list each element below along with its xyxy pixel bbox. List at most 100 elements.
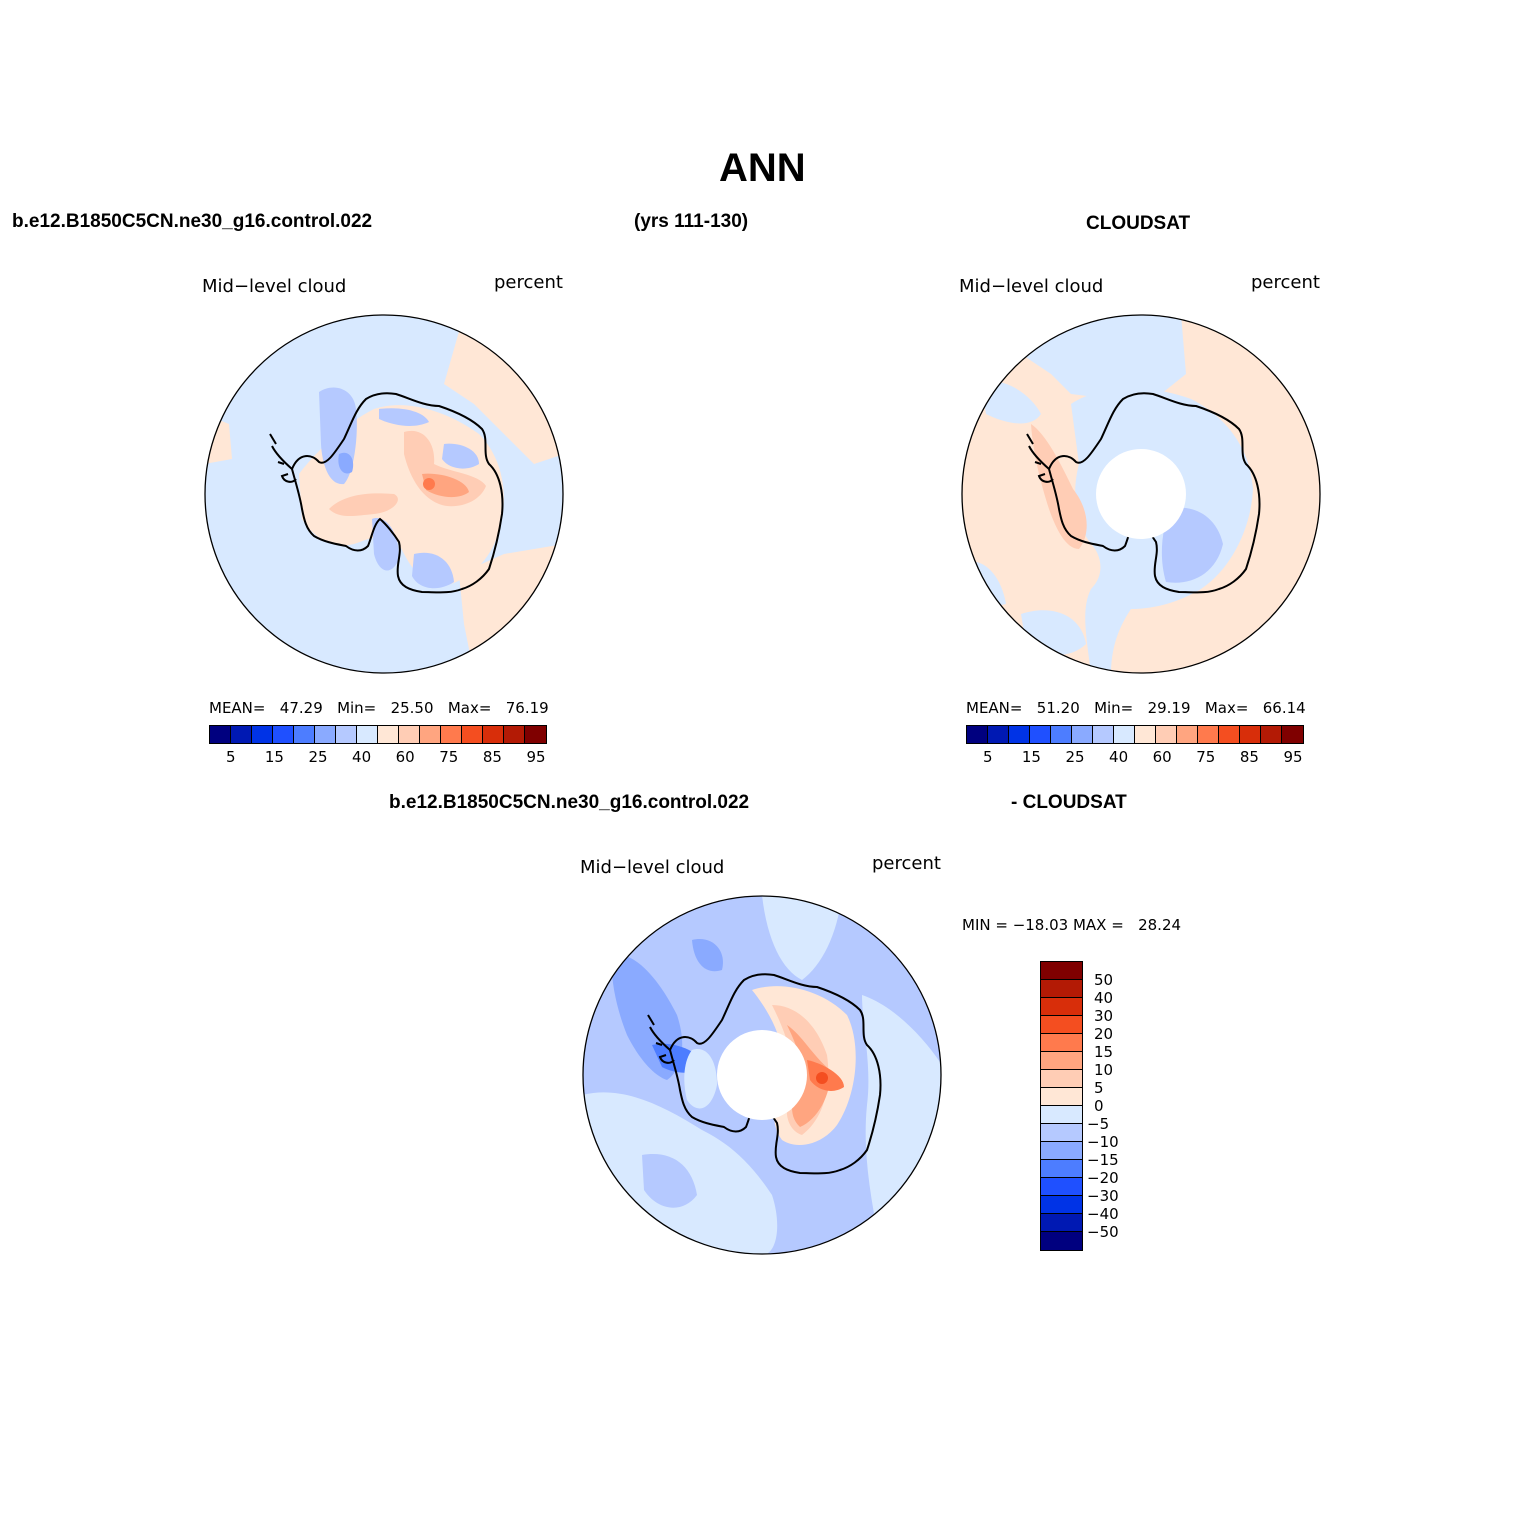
- colorbar-swatch: [462, 726, 483, 743]
- colorbar-swatch: [988, 726, 1009, 743]
- colorbar-tick-label: −40: [1087, 1205, 1119, 1223]
- map-coastline-peninsula: [647, 1014, 675, 1064]
- map-fill-warm-core: [422, 473, 469, 498]
- colorbar-tick-label: −50: [1087, 1223, 1119, 1241]
- colorbar-tick-label: 30: [1094, 1007, 1114, 1025]
- colorbar-tick-label: 0: [1094, 1097, 1104, 1115]
- colorbar-swatch: [1041, 1196, 1082, 1214]
- colorbar-tick-label: −10: [1087, 1133, 1119, 1151]
- colorbar-tick-label: −30: [1087, 1187, 1119, 1205]
- colorbar-swatch: [1009, 726, 1030, 743]
- model-polar-map: [204, 314, 564, 674]
- colorbar-tick-label: 85: [1239, 748, 1259, 766]
- colorbar-swatch: [1041, 1088, 1082, 1106]
- colorbar-swatch: [525, 726, 546, 743]
- obs-mean-value: 51.20: [1036, 699, 1080, 717]
- obs-mean-label: MEAN=: [966, 699, 1023, 717]
- map-coastline: [290, 392, 504, 594]
- model-stats: MEAN= 47.29 Min= 25.50 Max= 76.19: [209, 699, 549, 717]
- obs-name-header: CLOUDSAT: [1086, 213, 1191, 234]
- map-coastline: [1047, 392, 1261, 594]
- colorbar-tick-label: 5: [1094, 1079, 1104, 1097]
- colorbar-tick-label: 40: [1094, 989, 1114, 1007]
- obs-min-label: Min=: [1094, 699, 1134, 717]
- colorbar-swatch: [1041, 1106, 1082, 1124]
- colorbar-swatch: [1261, 726, 1282, 743]
- colorbar-swatch: [399, 726, 420, 743]
- colorbar-swatch: [483, 726, 504, 743]
- diff-minmax: MIN = −18.03 MAX = 28.24: [962, 916, 1182, 934]
- map-fill-warm-band: [329, 493, 398, 517]
- obs-polar-map: [961, 314, 1321, 674]
- model-min-value: 25.50: [390, 699, 434, 717]
- colorbar-tick-label: 40: [352, 748, 372, 766]
- colorbar-swatch: [1093, 726, 1114, 743]
- colorbar-tick-label: 60: [1152, 748, 1172, 766]
- colorbar-tick-label: 40: [1109, 748, 1129, 766]
- map-coastline-peninsula: [1026, 433, 1054, 483]
- colorbar-swatch: [1030, 726, 1051, 743]
- colorbar-swatch: [1041, 980, 1082, 998]
- figure-title: ANN: [719, 146, 806, 190]
- colorbar-swatch: [1041, 1052, 1082, 1070]
- map-fill-deep-nw: [692, 939, 723, 972]
- map-boundary: [204, 314, 564, 674]
- map-boundary: [582, 895, 942, 1255]
- model-max-value: 76.19: [505, 699, 549, 717]
- map-missing-data-hole: [717, 1030, 807, 1120]
- map-boundary: [961, 314, 1321, 674]
- map-fill-light-blob: [642, 1154, 697, 1208]
- colorbar-tick-label: 85: [482, 748, 502, 766]
- map-fill-warm-peninsula: [1031, 424, 1087, 549]
- colorbar-tick-label: 15: [264, 748, 284, 766]
- colorbar-tick-label: 20: [1094, 1025, 1114, 1043]
- colorbar-tick-label: 95: [526, 748, 546, 766]
- obs-units-label: percent: [1251, 272, 1320, 293]
- colorbar-tick-label: 5: [226, 748, 236, 766]
- colorbar-swatch: [231, 726, 252, 743]
- map-fill-blue-s2: [412, 552, 454, 589]
- colorbar-swatch: [1041, 1232, 1082, 1250]
- colorbar-tick-label: 25: [1065, 748, 1085, 766]
- colorbar-swatch: [967, 726, 988, 743]
- obs-colorbar: [966, 725, 1304, 744]
- map-coastline-peninsula: [269, 433, 297, 483]
- map-fill-red-dot: [423, 478, 435, 490]
- colorbar-swatch: [1156, 726, 1177, 743]
- map-fill-light-n: [762, 896, 842, 980]
- colorbar-tick-label: 5: [983, 748, 993, 766]
- colorbar-swatch: [1240, 726, 1261, 743]
- colorbar-tick-label: −20: [1087, 1169, 1119, 1187]
- map-fill-blue-mid: [1161, 507, 1223, 583]
- diff-title-right: - CLOUDSAT: [1011, 792, 1127, 813]
- obs-max-label: Max=: [1204, 699, 1249, 717]
- model-min-label: Min=: [337, 699, 377, 717]
- colorbar-swatch: [315, 726, 336, 743]
- colorbar-swatch: [273, 726, 294, 743]
- colorbar-swatch: [1198, 726, 1219, 743]
- map-coastline: [668, 973, 882, 1175]
- map-fill-blue-ne: [379, 408, 429, 426]
- diff-units-label: percent: [872, 853, 941, 874]
- colorbar-swatch: [1041, 1124, 1082, 1142]
- colorbar-swatch: [1282, 726, 1303, 743]
- map-fill-red-core: [816, 1072, 828, 1084]
- colorbar-swatch: [1051, 726, 1072, 743]
- colorbar-tick-label: 75: [439, 748, 459, 766]
- colorbar-tick-label: 10: [1094, 1061, 1114, 1079]
- colorbar-tick-label: −15: [1087, 1151, 1119, 1169]
- colorbar-swatch: [1041, 1070, 1082, 1088]
- colorbar-swatch: [357, 726, 378, 743]
- colorbar-tick-label: 60: [395, 748, 415, 766]
- diff-title-left: b.e12.B1850C5CN.ne30_g16.control.022: [389, 792, 750, 813]
- colorbar-tick-label: 15: [1094, 1043, 1114, 1061]
- diff-colorbar: [1040, 961, 1083, 1251]
- colorbar-swatch: [378, 726, 399, 743]
- colorbar-swatch: [294, 726, 315, 743]
- obs-stats: MEAN= 51.20 Min= 29.19 Max= 66.14: [966, 699, 1306, 717]
- map-fill-blue-e: [1220, 464, 1245, 485]
- colorbar-swatch: [1072, 726, 1093, 743]
- diff-polar-map: [582, 895, 942, 1255]
- model-mean-label: MEAN=: [209, 699, 266, 717]
- colorbar-swatch: [1041, 1034, 1082, 1052]
